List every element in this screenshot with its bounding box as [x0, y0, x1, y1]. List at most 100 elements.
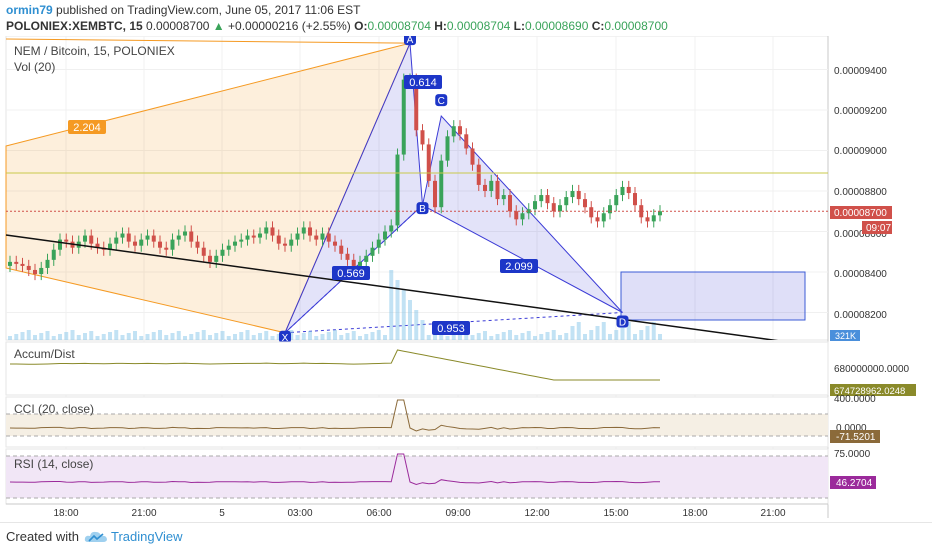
volume-bar: [95, 336, 100, 340]
volume-bar: [83, 333, 87, 340]
volume-bar: [276, 334, 281, 340]
ratio-label: 0.569: [337, 268, 365, 280]
candle-body: [358, 261, 362, 266]
rsi-badge: [830, 476, 876, 489]
candle-body: [176, 235, 181, 240]
volume-bar: [545, 332, 550, 340]
volume-bar: [226, 336, 231, 340]
low-label: L:: [513, 19, 525, 33]
close-label: C:: [591, 19, 605, 33]
rsi-badge-text: 46.2704: [836, 478, 873, 489]
time-tick: 12:00: [524, 508, 549, 519]
volume-bar: [508, 330, 512, 340]
volume-bar: [376, 330, 381, 340]
volume-bar: [520, 333, 525, 340]
time-axis[interactable]: 18:00 21:00 5 03:00 06:00 09:00 12:00 15:00 18:0…: [53, 508, 785, 519]
candle-body: [33, 269, 37, 275]
candle-body: [64, 239, 69, 242]
countdown-badge: [862, 221, 892, 234]
candle-body: [201, 247, 206, 256]
volume-bar: [651, 322, 656, 340]
candle-body: [58, 239, 62, 250]
volume-bar: [76, 335, 81, 340]
volume-bar: [420, 320, 425, 340]
pattern-point-c[interactable]: [435, 94, 448, 107]
volume-bar: [70, 330, 75, 340]
candle-body: [601, 213, 606, 222]
volume-bar: [320, 334, 325, 340]
volume-bar: [626, 322, 631, 340]
candle-body: [389, 225, 394, 232]
price-tick: 0.00009000: [834, 146, 887, 157]
pattern-point-a[interactable]: [404, 36, 416, 46]
pattern-point-b[interactable]: [416, 202, 429, 215]
pattern-point-label: X: [282, 333, 289, 344]
volume-bar: [589, 330, 594, 340]
tradingview-cloud-icon[interactable]: [84, 530, 108, 544]
ratio-badge[interactable]: [500, 259, 538, 273]
volume-bar: [576, 322, 581, 340]
candle-body: [264, 227, 269, 234]
volume-bar: [333, 330, 337, 340]
candle-body: [239, 239, 244, 242]
ratio-label: 0.614: [409, 77, 437, 89]
open-value: 0.00008704: [367, 19, 431, 33]
volume-bar: [564, 333, 569, 340]
accum-dist-pane[interactable]: [5, 341, 829, 396]
tradingview-link[interactable]: TradingView: [111, 529, 183, 544]
cci-badge-text: -71.5201: [836, 432, 876, 443]
candle-body: [439, 160, 444, 208]
volume-bar: [645, 326, 650, 340]
annotation-lines: [5, 172, 828, 341]
ratio-badge[interactable]: [432, 321, 470, 335]
volume-bar: [476, 333, 481, 340]
candle-body: [520, 213, 525, 220]
ratio-badge[interactable]: [332, 266, 370, 280]
candle-body: [89, 235, 94, 244]
volume-bar: [108, 332, 112, 340]
volume-bar: [558, 335, 562, 340]
change-arrow-icon: ▲: [212, 19, 225, 33]
pattern-point-label: B: [419, 204, 426, 215]
candle-body: [526, 209, 531, 214]
price-tick: 0.00009200: [834, 106, 887, 117]
volume-bar: [620, 326, 625, 340]
volume-bar: [470, 335, 475, 340]
ratio-badge[interactable]: [404, 75, 442, 89]
volume-bar: [214, 333, 219, 340]
candle-body: [633, 193, 637, 206]
harmonic-xb-line: [284, 204, 423, 334]
volume-bar: [20, 332, 25, 340]
candle-body: [376, 239, 381, 248]
volume-bar: [189, 334, 194, 340]
price-axis[interactable]: 0.00009400 0.00009200 0.00009000 0.00008…: [834, 66, 887, 321]
volume-bar: [370, 332, 375, 340]
volume-bar: [39, 333, 44, 340]
cci-line: [9, 399, 661, 432]
created-with-text: Created with: [6, 529, 79, 544]
target-zone-box[interactable]: [620, 271, 806, 321]
candle-body: [126, 233, 131, 242]
candle-body: [26, 265, 31, 270]
price-chart[interactable]: X A B C D 2.204 0.614 0.569 2.099 0.953 NEM / Bit…: [0, 36, 932, 522]
candle-body: [445, 136, 450, 161]
volume-bar: [351, 331, 356, 340]
volume-bar: [264, 331, 269, 340]
candle-body: [458, 126, 462, 135]
candle-body: [533, 201, 537, 210]
time-tick: 18:00: [53, 508, 78, 519]
candle-body: [51, 249, 56, 260]
volume-bar: [258, 333, 262, 340]
author-link[interactable]: ormin79: [6, 3, 53, 17]
candle-body: [414, 79, 419, 131]
pattern-point-x[interactable]: [279, 330, 291, 343]
trendline[interactable]: [5, 234, 780, 341]
candle-body: [95, 243, 100, 248]
volume-bar: [126, 333, 131, 340]
pattern-point-d[interactable]: [616, 315, 629, 328]
volume-bar: [220, 331, 225, 340]
volume-bar: [383, 335, 387, 340]
last-price-badge-text: 0.00008700: [834, 208, 887, 219]
ratio-badge[interactable]: [68, 120, 106, 134]
volume-bar: [526, 331, 531, 340]
